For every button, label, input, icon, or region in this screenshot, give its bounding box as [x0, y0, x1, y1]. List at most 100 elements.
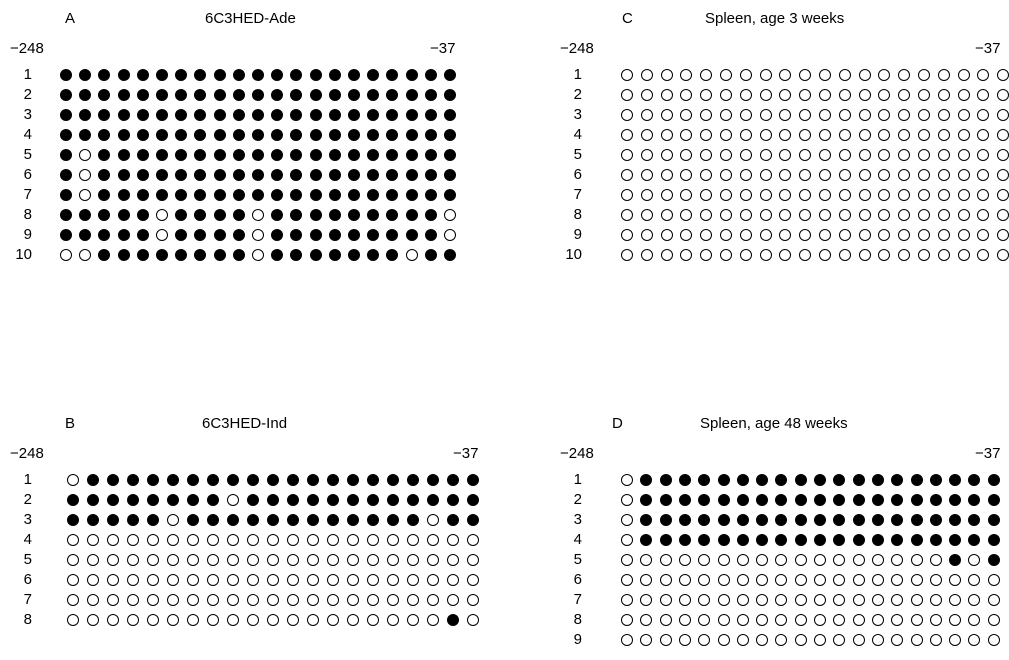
methylated-site	[794, 534, 807, 546]
unmethylated-site	[207, 554, 219, 566]
methylated-site	[717, 474, 730, 486]
methylated-site	[929, 514, 942, 526]
methylated-site	[175, 129, 188, 141]
unmethylated-site	[107, 554, 119, 566]
row-number: 5	[573, 551, 582, 568]
unmethylated-site	[779, 209, 792, 221]
row-number: 1	[23, 66, 32, 83]
methylated-site	[252, 189, 264, 201]
unmethylated-site	[739, 209, 752, 221]
methylated-site	[194, 89, 207, 101]
unmethylated-site	[427, 574, 439, 586]
unmethylated-site	[247, 594, 259, 606]
methylated-site	[309, 149, 322, 161]
unmethylated-site	[467, 614, 479, 626]
unmethylated-site	[367, 614, 379, 626]
unmethylated-site	[997, 169, 1009, 181]
row-number: 3	[23, 106, 32, 123]
unmethylated-site	[891, 554, 904, 566]
methylated-site	[756, 514, 769, 526]
unmethylated-site	[187, 554, 199, 566]
methylated-site	[775, 514, 788, 526]
unmethylated-site	[898, 69, 911, 81]
row-number: 10	[15, 246, 32, 263]
unmethylated-site	[659, 594, 672, 606]
unmethylated-site	[67, 474, 79, 486]
methylated-site	[659, 494, 672, 506]
unmethylated-site	[878, 189, 891, 201]
methylated-site	[136, 229, 149, 241]
methylated-site	[194, 69, 207, 81]
unmethylated-site	[267, 614, 279, 626]
unmethylated-site	[167, 574, 179, 586]
methylated-site	[232, 149, 245, 161]
unmethylated-site	[910, 614, 923, 626]
methylated-site	[678, 474, 691, 486]
unmethylated-site	[918, 149, 930, 161]
methylated-site	[232, 209, 245, 221]
methylated-site	[328, 169, 341, 181]
methylated-site	[290, 249, 303, 261]
methylated-site	[290, 129, 303, 141]
unmethylated-site	[739, 89, 752, 101]
unmethylated-site	[838, 169, 851, 181]
methylated-site	[640, 534, 653, 546]
row-number: 4	[23, 126, 32, 143]
methylated-site	[136, 89, 149, 101]
methylated-site	[386, 109, 399, 121]
methylated-site	[98, 169, 111, 181]
unmethylated-site	[819, 249, 831, 261]
unmethylated-site	[147, 614, 159, 626]
methylated-site	[290, 69, 303, 81]
unmethylated-site	[779, 109, 792, 121]
methylated-site	[367, 189, 380, 201]
unmethylated-site	[247, 614, 259, 626]
methylated-site	[328, 149, 341, 161]
unmethylated-site	[407, 594, 419, 606]
unmethylated-site	[307, 534, 319, 546]
unmethylated-site	[759, 189, 772, 201]
unmethylated-site	[977, 129, 990, 141]
methylated-site	[424, 169, 437, 181]
methylated-site	[447, 614, 459, 626]
methylated-site	[167, 494, 179, 506]
unmethylated-site	[387, 534, 399, 546]
unmethylated-site	[957, 149, 970, 161]
unmethylated-site	[779, 89, 792, 101]
methylated-site	[386, 69, 399, 81]
methylated-site	[367, 209, 380, 221]
methylated-site	[117, 89, 130, 101]
unmethylated-site	[898, 109, 911, 121]
row-number: 6	[573, 571, 582, 588]
unmethylated-site	[660, 109, 673, 121]
unmethylated-site	[227, 614, 239, 626]
methylated-site	[386, 89, 399, 101]
unmethylated-site	[833, 554, 846, 566]
unmethylated-site	[660, 249, 673, 261]
methylated-site	[194, 189, 207, 201]
methylated-site	[147, 494, 159, 506]
methylated-site	[386, 249, 399, 261]
unmethylated-site	[838, 129, 851, 141]
methylated-site	[156, 89, 168, 101]
methylated-site	[640, 494, 653, 506]
methylated-site	[194, 169, 207, 181]
unmethylated-site	[871, 594, 884, 606]
methylated-site	[309, 169, 322, 181]
methylated-site	[213, 109, 226, 121]
position-end-label: −37	[975, 40, 1001, 57]
unmethylated-site	[799, 209, 812, 221]
methylated-site	[309, 109, 322, 121]
unmethylated-site	[997, 189, 1009, 201]
methylated-site	[194, 149, 207, 161]
unmethylated-site	[167, 554, 179, 566]
methylated-site	[232, 229, 245, 241]
unmethylated-site	[700, 89, 713, 101]
unmethylated-site	[79, 169, 92, 181]
methylated-site	[348, 189, 360, 201]
unmethylated-site	[977, 149, 990, 161]
unmethylated-site	[739, 69, 752, 81]
unmethylated-site	[977, 109, 990, 121]
unmethylated-site	[407, 554, 419, 566]
unmethylated-site	[387, 594, 399, 606]
